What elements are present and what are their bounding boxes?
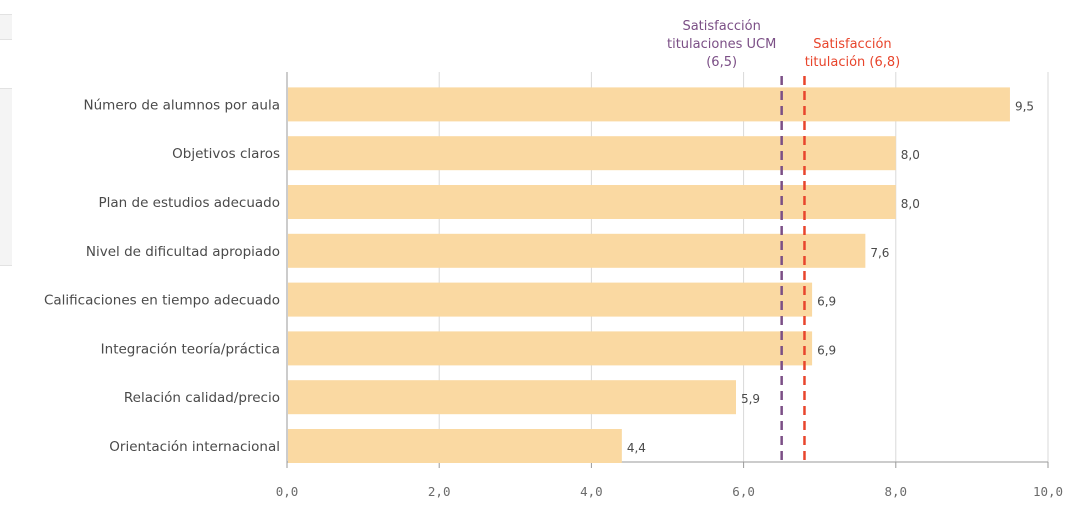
data-label: 8,0 <box>901 148 920 162</box>
data-label: 8,0 <box>901 197 920 211</box>
x-tick-label: 0,0 <box>276 484 299 499</box>
bar <box>288 380 736 415</box>
bar <box>288 185 896 219</box>
category-label: Plan de estudios adecuado <box>99 195 281 211</box>
x-tick-label: 4,0 <box>580 484 603 499</box>
data-label: 7,6 <box>870 246 889 260</box>
reference-lines <box>780 76 806 462</box>
x-tick-label: 2,0 <box>428 484 451 499</box>
reference-line-label: Satisfacción <box>682 19 760 34</box>
x-tick-label: 6,0 <box>732 484 755 499</box>
bar <box>288 233 866 268</box>
data-label: 9,5 <box>1015 99 1034 113</box>
labels: 0,0 2,0 4,0 6,0 8,0 10,0 Número de alumnos por… <box>44 19 1063 499</box>
left-panel-edge <box>0 14 12 40</box>
bar <box>288 87 1010 122</box>
reference-line-label: titulación (6,8) <box>805 55 901 70</box>
x-tick-label: 10,0 <box>1033 484 1063 499</box>
bar <box>288 331 813 366</box>
left-panel-edge <box>0 88 12 266</box>
category-label: Número de alumnos por aula <box>84 97 280 113</box>
reference-line-label: Satisfacción <box>813 37 891 52</box>
category-label: Relación calidad/precio <box>124 390 280 406</box>
reference-line-label: (6,5) <box>706 55 737 70</box>
x-tick-label: 8,0 <box>885 484 908 499</box>
bar <box>288 136 896 171</box>
reference-line-label: titulaciones UCM <box>667 37 776 52</box>
data-label: 6,9 <box>817 343 836 357</box>
data-label: 4,4 <box>627 441 646 455</box>
bars <box>288 87 1010 463</box>
data-label: 6,9 <box>817 295 836 309</box>
bar <box>288 429 622 463</box>
category-label: Calificaciones en tiempo adecuado <box>44 293 280 309</box>
category-label: Nivel de dificultad apropiado <box>86 244 280 260</box>
data-label: 5,9 <box>741 392 760 406</box>
category-label: Integración teoría/práctica <box>101 341 280 357</box>
bar <box>288 282 813 317</box>
category-label: Orientación internacional <box>109 439 280 455</box>
category-label: Objetivos claros <box>172 146 280 162</box>
